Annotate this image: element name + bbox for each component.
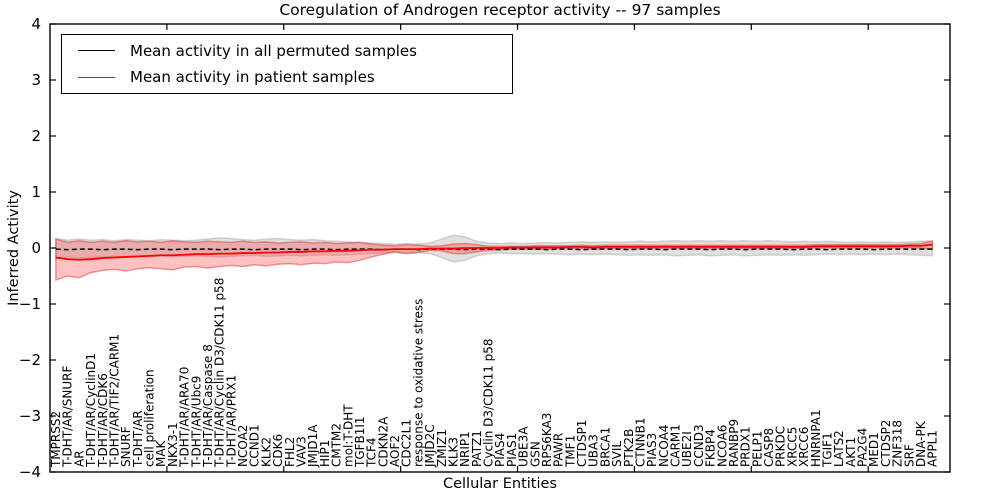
x-category-label: TCF4	[365, 437, 379, 468]
x-category-label: SNURF	[119, 426, 133, 467]
x-category-label: NCOA2	[236, 425, 250, 467]
y-tick-label: −4	[19, 463, 41, 481]
y-tick-label: −2	[19, 351, 41, 369]
x-category-label: MED1	[867, 432, 881, 467]
x-category-label: CTNNB1	[633, 417, 647, 467]
x-category-label: SVIL	[610, 441, 624, 467]
x-category-label: T-DHT/AR	[131, 410, 145, 468]
x-category-label: XRCC6	[797, 427, 811, 467]
x-category-label: TGFB1I1	[353, 416, 367, 468]
mean-line-patient	[55, 243, 933, 261]
x-category-label: PA2G4	[856, 428, 870, 467]
x-category-label: SRF	[902, 444, 916, 467]
x-category-label: PTK2B	[622, 429, 636, 467]
x-category-label: CTDSP2	[879, 420, 893, 467]
x-category-label: T-DHT/AR/TIF2/CARM1	[107, 334, 121, 468]
legend: Mean activity in all permuted samples Me…	[61, 34, 513, 94]
permuted-line-swatch-icon	[78, 50, 115, 52]
x-category-label: PRDX1	[739, 426, 753, 467]
x-category-label: UBA3	[587, 434, 601, 467]
x-category-label: PAWR	[552, 433, 566, 467]
y-tick-label: 1	[31, 183, 41, 201]
patient-line-swatch-icon	[78, 76, 115, 78]
x-category-label: CCND1	[248, 424, 262, 467]
x-category-label: BRCA1	[598, 427, 612, 467]
x-category-label: HNRNPA1	[809, 409, 823, 467]
y-tick-label: −3	[19, 407, 41, 425]
x-category-label: FHL2	[283, 437, 297, 467]
x-category-label: PATZ1	[470, 430, 484, 467]
x-category-label: CARM1	[669, 424, 683, 467]
x-category-label: T-DHT/AR/CyclinD1	[84, 353, 98, 468]
y-tick-label: −1	[19, 295, 41, 313]
legend-entry-permuted: Mean activity in all permuted samples	[62, 38, 512, 64]
x-category-label: CDKN2A	[376, 416, 390, 467]
x-category-label: KLK2	[259, 437, 273, 467]
x-category-label: UBE2I	[680, 431, 694, 467]
x-category-label: TMPRSS2	[49, 411, 63, 468]
x-category-label: VAV3	[294, 436, 308, 467]
x-category-label: XRCC5	[785, 427, 799, 467]
x-category-label: T-DHT/AR/Ubc9	[189, 376, 203, 468]
x-category-label: HIP1	[318, 440, 332, 467]
x-category-label: Cyclin D3/CDK11 p58	[482, 338, 496, 467]
y-tick-label: 4	[31, 15, 41, 33]
x-category-label: T-DHT/AR/CDK6	[96, 373, 110, 468]
x-category-label: NKX3-1	[166, 422, 180, 467]
x-category-label: JMJD2C	[423, 424, 437, 468]
x-category-label: ZNF318	[891, 420, 905, 467]
x-category-label: GSN	[528, 441, 542, 467]
x-category-label: MAK	[154, 439, 168, 467]
x-category-label: PELP1	[750, 431, 764, 467]
x-category-label: response to oxidative stress	[411, 299, 425, 467]
x-category-label: JMJD1A	[306, 424, 320, 468]
x-category-label: PRKDC	[774, 426, 788, 467]
y-tick-label: 3	[31, 71, 41, 89]
x-category-label: T-DHT/AR/Cyclin D3/CDK11 p58	[213, 278, 227, 468]
x-category-label: UBE3A	[517, 426, 531, 467]
x-category-label: AOF2	[388, 435, 402, 467]
x-category-label: PIAS3	[645, 433, 659, 467]
x-category-label: AR	[72, 450, 86, 467]
x-category-label: CCND3	[692, 424, 706, 467]
x-category-label: mol:T-DHT	[341, 404, 355, 467]
x-category-label: LATS2	[832, 430, 846, 467]
x-category-label: PIAS1	[505, 433, 519, 467]
legend-entry-patient: Mean activity in patient samples	[62, 64, 512, 90]
x-category-label: T-DHT/AR/PRX1	[224, 375, 238, 468]
x-category-label: CTDSP1	[575, 420, 589, 467]
legend-label-permuted: Mean activity in all permuted samples	[130, 41, 417, 60]
x-category-label: TMF1	[563, 435, 577, 468]
y-axis-title: Inferred Activity	[6, 190, 22, 306]
x-category-label: RPS6KA3	[540, 413, 554, 467]
x-category-label: FKBP4	[704, 429, 718, 467]
legend-label-patient: Mean activity in patient samples	[130, 68, 375, 87]
mean-line-permuted	[55, 248, 933, 251]
y-tick-label: 2	[31, 127, 41, 145]
x-category-label: T-DHT/AR/Caspase 8	[201, 344, 215, 468]
x-category-label: T-DHT/AR/SNURF	[61, 366, 75, 469]
x-category-label: AKT1	[844, 437, 858, 467]
x-category-label: NRIP1	[458, 431, 472, 467]
x-category-label: CDK6	[271, 434, 285, 467]
x-category-label: ZMIZ1	[435, 429, 449, 467]
x-category-label: PIAS4	[493, 433, 507, 467]
x-category-label: T-DHT/AR/ARA70	[178, 367, 192, 468]
x-category-label: CASP8	[762, 428, 776, 467]
x-category-label: RANBP9	[727, 419, 741, 467]
chart-title: Coregulation of Androgen receptor activi…	[279, 1, 721, 19]
x-category-label: NCOA4	[657, 425, 671, 467]
x-category-label: DNA-PK	[914, 420, 928, 467]
x-category-label: TGIF1	[820, 432, 834, 468]
y-tick-label: 0	[31, 239, 41, 257]
x-category-label: cell proliferation	[143, 369, 157, 467]
x-category-label: NCOA6	[715, 425, 729, 467]
x-category-label: CMTM2	[330, 423, 344, 467]
x-category-label: APPL1	[926, 430, 940, 467]
x-category-label: KLK3	[446, 437, 460, 467]
x-category-label: CDC2L1	[400, 419, 414, 467]
x-axis-title: Cellular Entities	[442, 476, 558, 492]
